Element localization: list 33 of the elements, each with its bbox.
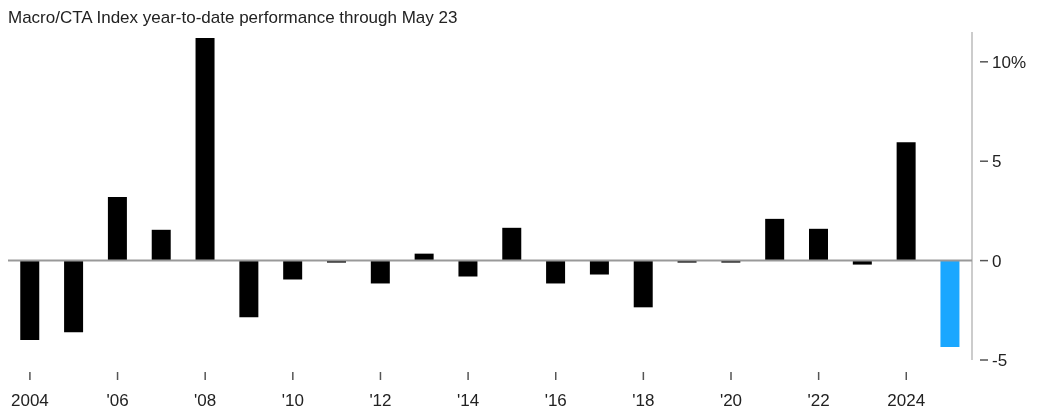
x-tick-label: '20 [719,391,743,410]
x-tick-label: '16 [544,391,567,410]
bar [546,260,566,284]
bar [107,196,127,261]
x-tick-label: '14 [457,391,480,410]
bar [239,260,259,318]
bar [765,218,785,261]
bar [20,260,40,341]
bar [809,228,828,261]
chart-title: Macro/CTA Index year-to-date performance through May 23 [8,8,458,28]
x-tick-label: '06 [106,391,129,410]
bar [370,260,390,284]
y-tick-label: 5 [992,152,1002,172]
x-tick-label: 2024 [887,391,926,410]
bar [458,260,478,277]
bar [151,229,171,261]
y-tick-label: -5 [992,350,1008,370]
x-tick-label: '22 [807,391,830,410]
x-tick-label: '12 [369,391,392,410]
x-tick-label: '08 [194,391,217,410]
bar [195,37,215,261]
bar [64,260,84,333]
bar [896,142,916,261]
x-tick-label: 2004 [11,391,49,410]
x-tick-label: '10 [281,391,304,410]
bar [502,227,522,261]
bar [589,260,609,275]
bar [940,260,960,348]
x-tick-label: '18 [632,391,655,410]
y-tick-label: 10% [992,52,1027,72]
bar [283,260,303,280]
y-tick-label: 0 [992,251,1002,271]
bar [633,260,653,308]
